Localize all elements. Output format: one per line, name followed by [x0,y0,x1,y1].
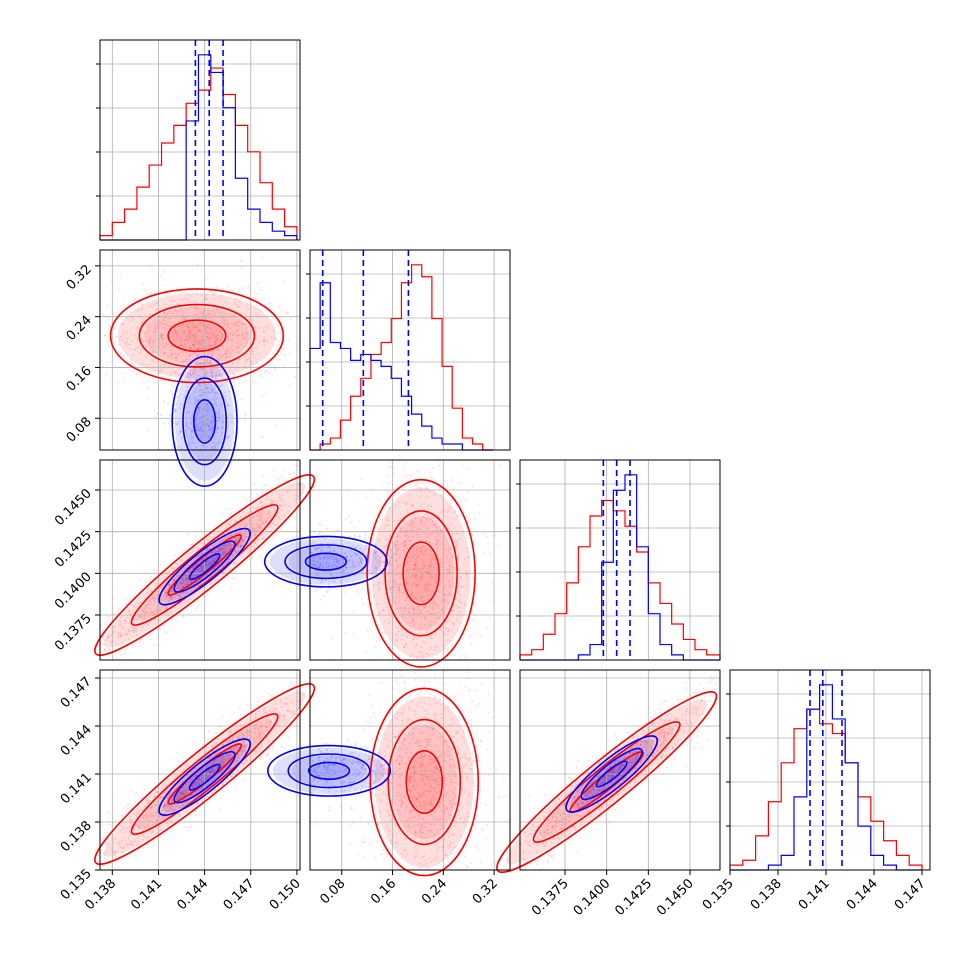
red-density-4-contour [405,749,444,814]
y-tick-label: 0.1400 [52,570,95,613]
y-tick-label: 0.1450 [52,486,95,529]
red-density-4-contour [369,687,480,877]
red-density-0-contour [138,303,256,368]
panel-frame [99,459,301,661]
blue-density-5-contour [595,760,628,788]
histogram-blue [730,684,922,871]
y-tick-label: 0.138 [58,818,95,855]
x-tick-label: 0.24 [419,876,450,907]
blue-density-1-contour [188,553,221,581]
grid-layer [100,40,930,870]
x-tick-label: 0.1425 [612,876,655,919]
y-tick-label: 0.16 [64,364,95,395]
y-tick-label: 0.32 [64,262,95,293]
y-tick-label: 0.08 [64,414,95,445]
blue-density-2-contour [304,552,348,571]
panel-frame [309,669,511,871]
y-tick-label: 0.1425 [52,528,95,571]
x-tick-label: 0.138 [748,876,785,913]
blue-density-0-contour [171,355,238,488]
blue-density-5-contour [565,735,659,813]
blue-density-0-contour [182,377,228,466]
red-density-0-contour [109,288,285,384]
x-tick-label: 0.144 [175,876,212,913]
red-density-0-contour [167,319,227,353]
blue-density-4-contour [267,744,392,797]
x-tick-label: 0.1400 [571,876,614,919]
red-density-1-contour [167,534,243,596]
y-tick-label: 0.1375 [52,611,95,654]
x-tick-label: 0.16 [368,876,399,907]
blue-density-2-contour [263,535,388,588]
x-tick-label: 0.141 [796,876,833,913]
red-density-1-contour [94,474,316,656]
frames-layer [99,39,931,871]
red-density-2-contour [366,478,476,668]
data-layer [94,40,923,877]
y-tick-label: 0.144 [58,722,95,759]
panel-frame [99,669,301,871]
blue-density-4-contour [307,761,351,780]
y-tick-label: 0.147 [58,674,95,711]
x-tick-label: 0.144 [844,876,881,913]
panel-frame [309,249,511,451]
panel-frame [519,669,721,871]
histogram-blue [309,282,493,451]
panel-frame [729,669,931,871]
blue-density-3-contour [158,738,252,817]
x-tick-label: 0.147 [892,876,929,913]
x-tick-label: 0.32 [470,876,501,907]
x-tick-label: 0.1450 [654,876,697,919]
panel-frame [99,249,301,451]
blue-density-1-contour [173,540,236,593]
red-density-0 [102,256,299,426]
x-tick-label: 0.08 [317,876,348,907]
red-density-5-contour [532,721,681,843]
blue-density-5-contour [580,747,643,801]
red-density-5-contour [496,691,718,873]
x-tick-label: 0.135 [700,876,737,913]
histogram-red [310,264,493,451]
histogram-red [519,499,721,660]
blue-density-1-contour [158,527,252,606]
red-density-2-contour [384,510,458,637]
blue-density-4-contour [287,753,371,789]
red-density-3-contour [94,683,316,865]
x-tick-label: 0.147 [221,876,258,913]
blue-density-0-contour [193,399,217,444]
blue-density-3-contour [173,751,236,804]
y-tick-label: 0.141 [58,770,95,807]
red-density-1-contour [130,504,279,626]
red-density-4-contour [387,718,462,846]
x-tick-label: 0.141 [128,876,165,913]
red-density-4 [335,671,511,871]
blue-density-3-contour [188,763,221,791]
red-density-3-contour [130,713,279,835]
x-tick-label: 0.1375 [529,876,572,919]
histogram-red [729,708,923,870]
blue-density-2-contour [284,544,368,580]
y-tick-label: 0.24 [64,313,95,344]
x-tick-label: 0.150 [267,876,304,913]
panel-frame [309,459,511,661]
red-density-2-contour [402,541,440,606]
panel-frame [99,39,301,241]
histogram-blue [100,54,298,241]
panel-frame [519,459,721,661]
